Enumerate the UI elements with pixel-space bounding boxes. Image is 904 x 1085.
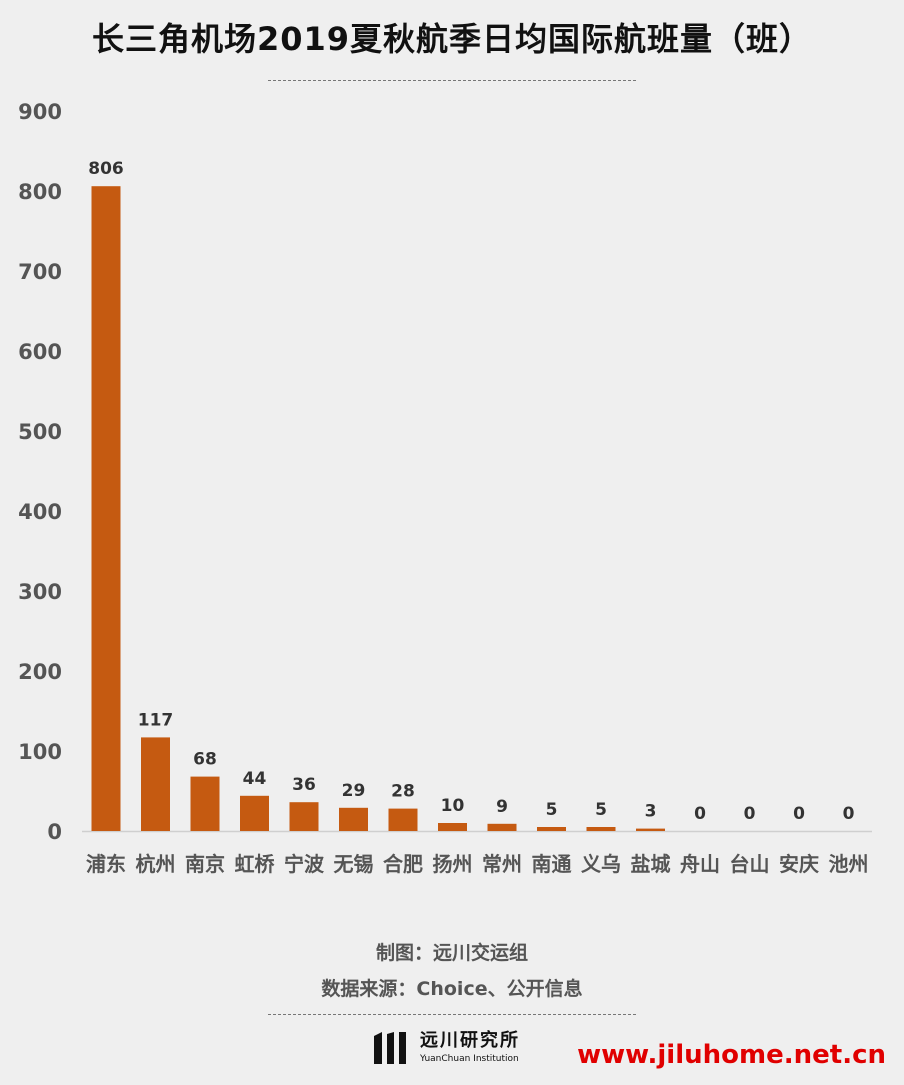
x-tick-label: 合肥 [383, 852, 423, 876]
x-tick-label: 南京 [185, 852, 225, 876]
bar [339, 807, 368, 831]
data-label: 9 [496, 797, 508, 817]
bar [636, 828, 665, 831]
y-tick-label: 200 [18, 660, 62, 684]
bar [91, 186, 121, 831]
bar [141, 737, 170, 831]
institution-logo: 远川研究所 YuanChuan Institution [372, 1028, 520, 1068]
data-label: 5 [595, 800, 607, 820]
data-label: 29 [342, 781, 366, 801]
data-label: 117 [138, 710, 174, 730]
data-label: 5 [546, 800, 558, 820]
y-tick-label: 400 [18, 500, 62, 524]
data-label: 68 [193, 750, 217, 770]
bar [289, 802, 319, 831]
x-tick-label: 台山 [730, 852, 770, 876]
bar [388, 808, 418, 831]
y-tick-label: 800 [18, 180, 62, 204]
x-tick-label: 南通 [532, 852, 572, 876]
x-tick-label: 常州 [482, 852, 522, 876]
data-label: 44 [243, 769, 267, 789]
data-label: 0 [694, 804, 706, 824]
data-label: 3 [645, 802, 657, 822]
yuanchuan-logo-icon [374, 1032, 406, 1064]
x-tick-label: 义乌 [581, 852, 621, 876]
y-tick-label: 0 [47, 820, 62, 844]
x-tick-label: 扬州 [433, 852, 473, 876]
y-tick-label: 300 [18, 580, 62, 604]
x-tick-label: 无锡 [334, 852, 374, 876]
bar [190, 776, 220, 831]
top-divider [268, 80, 636, 81]
y-tick-label: 600 [18, 340, 62, 364]
data-source-credit: 数据来源：Choice、公开信息 [321, 978, 583, 1000]
y-tick-label: 500 [18, 420, 62, 444]
data-label: 28 [391, 782, 415, 802]
logo-name-cn: 远川研究所 [420, 1030, 520, 1051]
y-tick-label: 700 [18, 260, 62, 284]
data-label: 10 [441, 796, 465, 816]
bar [586, 827, 616, 831]
bottom-divider [268, 1014, 636, 1015]
y-tick-label: 900 [18, 100, 62, 124]
data-label: 0 [793, 804, 805, 824]
x-tick-label: 舟山 [680, 852, 720, 876]
bar [240, 795, 269, 831]
watermark-url: www.jiluhome.net.cn [577, 1040, 886, 1070]
x-tick-label: 浦东 [86, 852, 126, 876]
chart-maker-credit: 制图：远川交运组 [375, 942, 528, 964]
bar [487, 823, 517, 831]
chart-title: 长三角机场2019夏秋航季日均国际航班量（班） [91, 20, 813, 58]
data-label: 36 [292, 775, 316, 795]
x-tick-label: 安庆 [779, 852, 819, 876]
data-label: 0 [843, 804, 855, 824]
y-tick-label: 100 [18, 740, 62, 764]
logo-name-en: YuanChuan Institution [420, 1054, 519, 1064]
data-label: 0 [744, 804, 756, 824]
bar [438, 823, 467, 831]
x-tick-label: 池州 [829, 852, 869, 876]
x-tick-label: 杭州 [136, 852, 176, 876]
bar-chart: 0100200300400500600700800900806浦东117杭州68… [18, 100, 872, 876]
x-tick-label: 盐城 [631, 852, 671, 876]
bar [537, 827, 566, 831]
data-label: 806 [88, 159, 124, 179]
x-tick-label: 虹桥 [235, 852, 276, 876]
x-tick-label: 宁波 [284, 852, 325, 876]
